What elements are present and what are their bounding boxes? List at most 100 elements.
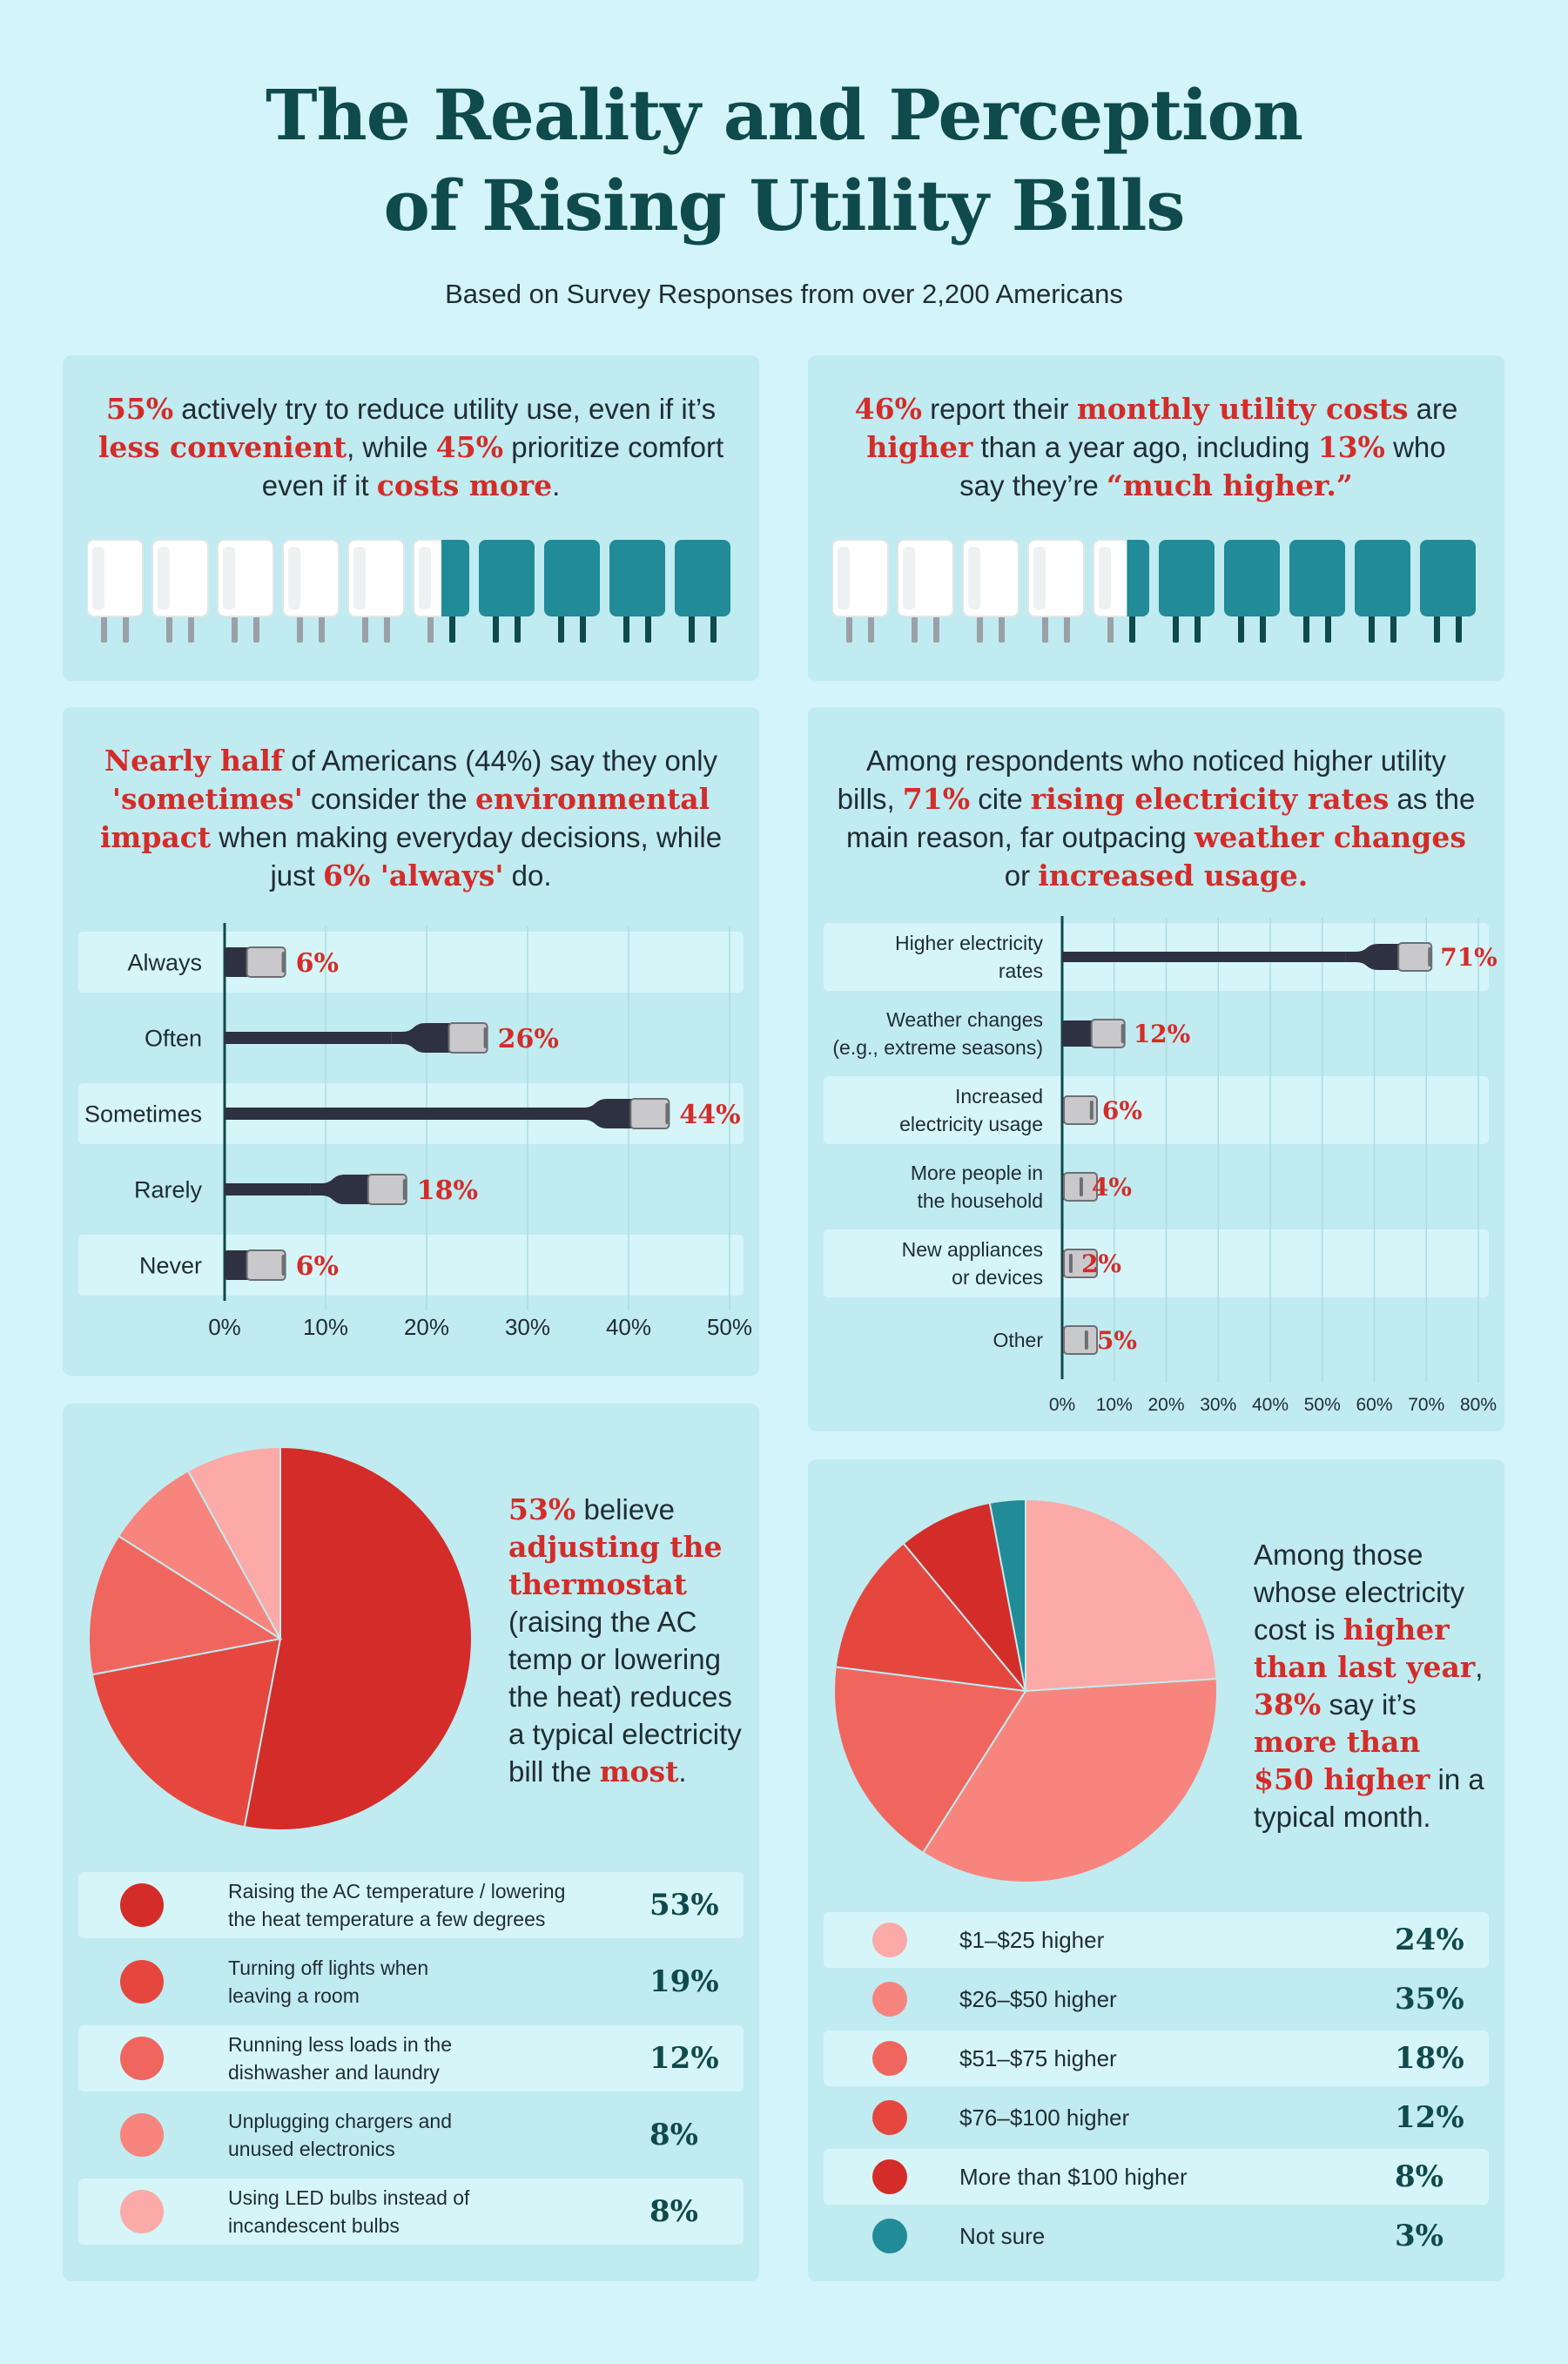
plug-highlight bbox=[92, 547, 104, 610]
legend-value: 8% bbox=[649, 2194, 698, 2229]
plug-icon bbox=[609, 540, 665, 643]
plug-tip bbox=[367, 1174, 407, 1205]
hl-environmental-impact: environmental impact bbox=[99, 782, 710, 854]
plug-body bbox=[1224, 540, 1280, 616]
plug-tip bbox=[1063, 1095, 1098, 1125]
hl-always: 6% 'always' bbox=[323, 859, 504, 892]
prong bbox=[1260, 611, 1266, 643]
row-background bbox=[78, 1159, 744, 1220]
plug-tip-edge bbox=[1079, 1177, 1083, 1196]
prong bbox=[493, 611, 499, 643]
plug-tip-edge bbox=[1084, 1330, 1088, 1350]
how-much-higher-pie-chart bbox=[833, 1498, 1218, 1883]
pie-slice bbox=[988, 1498, 1026, 1692]
legend-value: 53% bbox=[649, 1888, 719, 1923]
legend-label-line: $1–$25 higher bbox=[959, 1927, 1105, 1953]
stat-13: 13% bbox=[1317, 430, 1385, 464]
bar-value-label: 18% bbox=[417, 1175, 478, 1206]
prong bbox=[362, 611, 368, 643]
plug-highlight bbox=[1099, 547, 1111, 610]
title-line-1: The Reality and Perception bbox=[266, 74, 1303, 156]
legend-swatch bbox=[120, 2113, 164, 2157]
legend-value: 18% bbox=[1395, 2041, 1464, 2076]
x-tick-label: 60% bbox=[1356, 1395, 1392, 1415]
legend-swatch bbox=[872, 2041, 907, 2076]
thermostat-statement: 53% believe adjusting the thermostat (ra… bbox=[508, 1491, 744, 1790]
legend-row: Not sure 3% bbox=[824, 2208, 1489, 2264]
stmt-text: , while bbox=[347, 431, 436, 463]
plug-tip bbox=[246, 1249, 286, 1281]
hl-much-higher: “much higher.” bbox=[1106, 468, 1353, 502]
environmental-statement: Nearly half of Americans (44%) say they … bbox=[89, 742, 733, 895]
stmt-text: consider the bbox=[302, 783, 475, 815]
plug-highlight bbox=[903, 547, 915, 610]
plug-icon-partial bbox=[413, 539, 441, 643]
plug-icon bbox=[962, 539, 1020, 643]
prong bbox=[384, 611, 390, 643]
panel-reasons: Among respondents who noticed higher uti… bbox=[808, 707, 1504, 1431]
plug-tip bbox=[246, 946, 286, 978]
hl-most: most bbox=[599, 1754, 679, 1788]
stmt-text: as the main reason, far outpacing bbox=[846, 783, 1476, 853]
row-background bbox=[78, 932, 744, 993]
prong bbox=[977, 611, 983, 643]
prong bbox=[188, 611, 194, 643]
plug-icon-partial bbox=[1093, 539, 1127, 643]
legend-label-line: the heat temperature a few degrees bbox=[228, 1908, 546, 1930]
legend-label: Using LED bulbs instead of incandescent b… bbox=[228, 2184, 469, 2239]
pie-slice bbox=[91, 1637, 282, 1829]
x-tick-label: 10% bbox=[1096, 1395, 1133, 1415]
prong bbox=[1173, 611, 1179, 643]
plug-body bbox=[1159, 540, 1215, 616]
pie-slice bbox=[834, 1542, 1028, 1693]
legend-label: More than $100 higher bbox=[959, 2163, 1188, 2191]
thermostat-pie-chart bbox=[88, 1445, 473, 1831]
legend-label-line: Unplugging chargers and bbox=[228, 2110, 453, 2132]
x-tick-label: 50% bbox=[1304, 1395, 1341, 1415]
prong bbox=[1107, 611, 1114, 643]
plug-tip bbox=[1397, 942, 1433, 972]
stmt-text: believe bbox=[575, 1493, 676, 1525]
plug-highlight bbox=[968, 547, 980, 610]
category-label: More people in the household bbox=[911, 1162, 1043, 1212]
pie-slice bbox=[1025, 1498, 1218, 1693]
panel-environmental-impact: Nearly half of Americans (44%) say they … bbox=[63, 707, 759, 1376]
panel-reduce-usage: 55% actively try to reduce utility use, … bbox=[63, 355, 759, 681]
prong bbox=[232, 611, 238, 643]
stat-45: 45% bbox=[435, 430, 504, 464]
stmt-text: cite bbox=[970, 783, 1031, 815]
legend-row: Raising the AC temperature / lowering the… bbox=[78, 1872, 744, 1938]
plug-tip-edge bbox=[1120, 1024, 1125, 1043]
reasons-statement: Among respondents who noticed higher uti… bbox=[834, 742, 1478, 895]
prong bbox=[1390, 611, 1396, 643]
row-background bbox=[78, 1235, 744, 1296]
category-label: Higher electricity rates bbox=[895, 932, 1043, 982]
plug-tip bbox=[1090, 1019, 1126, 1048]
stmt-text: (raising the AC temp or lowering the hea… bbox=[508, 1606, 742, 1788]
plug-icon bbox=[1027, 539, 1085, 643]
plug-icon bbox=[1093, 539, 1149, 643]
legend-row: Unplugging chargers and unused electronic… bbox=[78, 2102, 744, 2168]
legend-row: $76–$100 higher 12% bbox=[824, 2090, 1489, 2145]
legend-row: Running less loads in the dishwasher and … bbox=[78, 2025, 744, 2091]
hl-less-convenient: less convenient bbox=[98, 430, 347, 464]
prong bbox=[253, 611, 259, 643]
legend-row: $1–$25 higher 24% bbox=[824, 1912, 1489, 1968]
bar-cable bbox=[1062, 1172, 1098, 1202]
prong bbox=[558, 611, 564, 643]
plug-icon bbox=[151, 539, 209, 643]
legend-value: 24% bbox=[1395, 1923, 1464, 1957]
legend-row: Using LED bulbs instead of incandescent b… bbox=[78, 2179, 744, 2245]
prong bbox=[1195, 611, 1201, 643]
plug-icon bbox=[282, 539, 340, 643]
stmt-text: or bbox=[1004, 859, 1039, 892]
legend-swatch bbox=[872, 2100, 907, 2135]
legend-swatch bbox=[872, 2219, 907, 2253]
plug-icon bbox=[347, 539, 405, 643]
legend-value: 35% bbox=[1395, 1982, 1464, 2017]
pie-slice bbox=[243, 1445, 473, 1831]
prong bbox=[449, 611, 455, 643]
hl-increased-usage: increased usage. bbox=[1038, 859, 1309, 892]
page-subtitle: Based on Survey Responses from over 2,20… bbox=[445, 279, 1123, 309]
legend-label-line: dishwasher and laundry bbox=[228, 2061, 440, 2084]
